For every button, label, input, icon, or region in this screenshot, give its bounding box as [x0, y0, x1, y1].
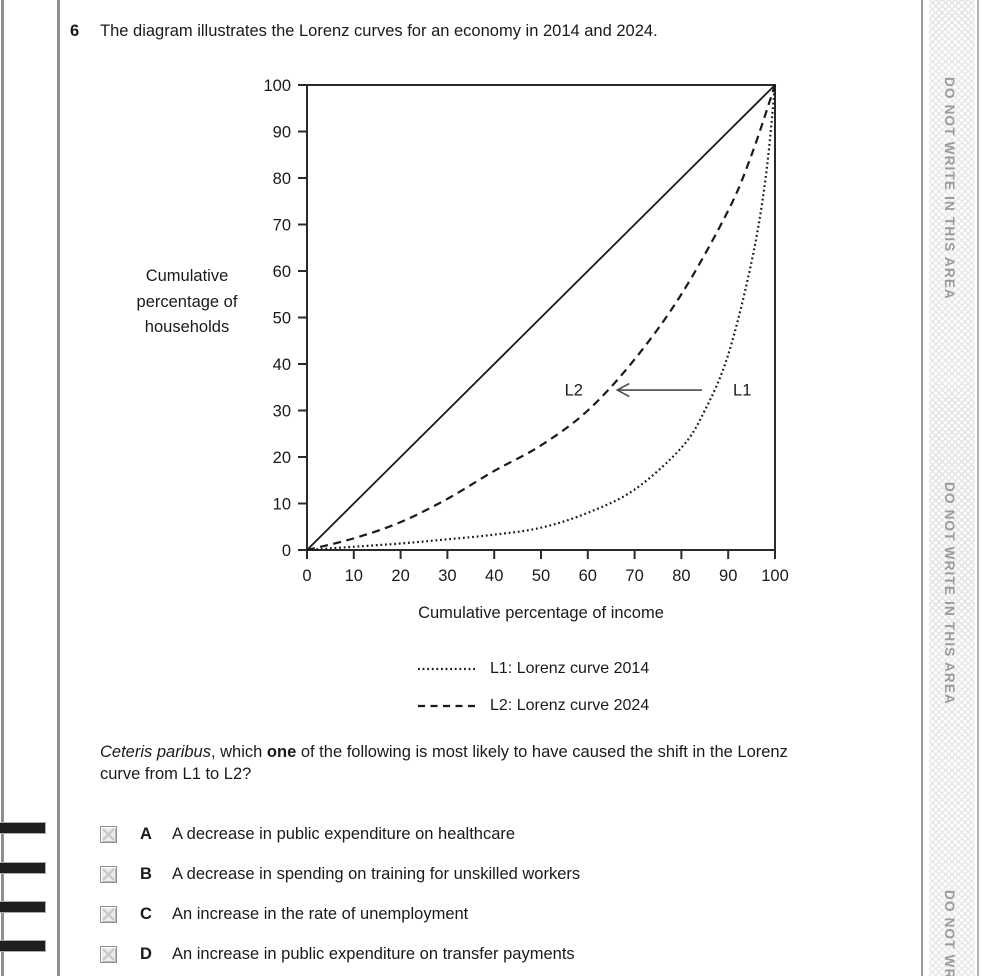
content-left-border	[57, 0, 60, 976]
x-tick-label: 20	[391, 567, 409, 585]
chart-legend: L1: Lorenz curve 2014 L2: Lorenz curve 2…	[417, 650, 649, 724]
legend-item-l1: L1: Lorenz curve 2014	[417, 650, 649, 687]
legend-label-l1: L1: Lorenz curve 2014	[490, 659, 650, 677]
registration-mark-2	[0, 862, 46, 874]
page-left-outer-border	[1, 0, 4, 976]
option-b-letter: B	[140, 864, 152, 883]
option-a-letter: A	[140, 824, 152, 843]
x-tick-label: 10	[345, 567, 363, 585]
y-tick-label: 20	[273, 449, 291, 467]
y-axis-label: Cumulative percentage of households	[136, 267, 238, 336]
content-right-border	[921, 0, 923, 976]
prompt-italic-lead: Ceteris paribus	[100, 743, 211, 761]
prompt-mid: , which	[210, 743, 267, 761]
x-tick-label: 40	[485, 567, 503, 585]
option-c-letter: C	[140, 904, 152, 923]
y-tick-label: 0	[282, 542, 291, 560]
x-tick-label: 0	[302, 567, 311, 585]
checkbox-x-icon	[102, 907, 115, 921]
page-right-outer-border	[977, 0, 979, 976]
registration-mark-4	[0, 940, 46, 952]
option-d-letter: D	[140, 944, 152, 963]
x-tick-label: 80	[672, 567, 690, 585]
dashed-line-swatch-icon	[418, 704, 476, 707]
x-tick-label: 70	[625, 567, 643, 585]
answer-options: A A decrease in public expenditure on he…	[100, 814, 860, 974]
lorenz-chart: 0 10 20 30 40 50 60 70 80 90 100 0 10 20 30 40 50 60 70 80 9…	[130, 70, 810, 600]
do-not-write-text-3: DO NOT WRITE IN THIS AREA	[942, 890, 957, 976]
y-tick-label: 80	[273, 170, 291, 188]
x-tick-label: 90	[719, 567, 737, 585]
option-b-text: A decrease in spending on training for u…	[172, 864, 581, 883]
l2-curve-label: L2	[565, 382, 583, 400]
do-not-write-text-2: DO NOT WRITE IN THIS AREA	[942, 482, 957, 705]
checkbox-x-icon	[102, 827, 115, 841]
legend-label-l2: L2: Lorenz curve 2024	[490, 696, 650, 714]
y-tick-label: 40	[273, 356, 291, 374]
option-row-c: C An increase in the rate of unemploymen…	[100, 894, 860, 934]
y-tick-label: 60	[273, 263, 291, 281]
option-a-checkbox[interactable]	[100, 825, 117, 843]
option-row-b: B A decrease in spending on training for…	[100, 854, 860, 894]
option-c-text: An increase in the rate of unemployment	[172, 904, 469, 923]
x-tick-label: 50	[532, 567, 550, 585]
option-row-d: D An increase in public expenditure on t…	[100, 934, 860, 974]
question-header: 6 The diagram illustrates the Lorenz cur…	[70, 22, 658, 41]
do-not-write-band: DO NOT WRITE IN THIS AREA DO NOT WRITE I…	[929, 0, 975, 976]
x-tick-label: 30	[438, 567, 456, 585]
option-b-checkbox[interactable]	[100, 865, 117, 883]
y-tick-label: 90	[273, 124, 291, 142]
lorenz-chart-svg: 0 10 20 30 40 50 60 70 80 90 100 0 10 20 30 40 50 60 70 80 9…	[263, 77, 789, 585]
option-d-text: An increase in public expenditure on tra…	[172, 944, 575, 963]
option-row-a: A A decrease in public expenditure on he…	[100, 814, 860, 854]
y-tick-label: 100	[263, 77, 291, 95]
curve-L1	[306, 84, 777, 552]
shift-arrow-head-icon	[615, 382, 630, 398]
l1-curve-label: L1	[733, 382, 751, 400]
x-tick-label: 60	[579, 567, 597, 585]
option-d-checkbox[interactable]	[100, 945, 117, 963]
question-number: 6	[70, 22, 80, 40]
option-a-text: A decrease in public expenditure on heal…	[172, 824, 516, 843]
curve-line-of-equality	[306, 84, 776, 551]
registration-mark-1	[0, 822, 46, 834]
legend-item-l2: L2: Lorenz curve 2024	[417, 687, 649, 724]
y-tick-label: 10	[273, 496, 291, 514]
option-c-checkbox[interactable]	[100, 905, 117, 923]
y-tick-label: 70	[273, 217, 291, 235]
x-tick-label: 100	[761, 567, 789, 585]
checkbox-x-icon	[102, 947, 115, 961]
y-tick-label: 30	[273, 403, 291, 421]
x-axis-label: Cumulative percentage of income	[418, 604, 664, 622]
do-not-write-text-1: DO NOT WRITE IN THIS AREA	[942, 77, 957, 300]
dotted-line-swatch-icon	[418, 667, 476, 670]
prompt-rest: of the following is most likely to have …	[100, 743, 788, 783]
question-title: The diagram illustrates the Lorenz curve…	[100, 22, 658, 40]
y-tick-label: 50	[273, 310, 291, 328]
question-prompt: Ceteris paribus, which one of the follow…	[100, 742, 790, 785]
prompt-bold-word: one	[266, 743, 297, 761]
curve-L2	[306, 84, 777, 552]
checkbox-x-icon	[102, 867, 115, 881]
registration-mark-3	[0, 901, 46, 913]
